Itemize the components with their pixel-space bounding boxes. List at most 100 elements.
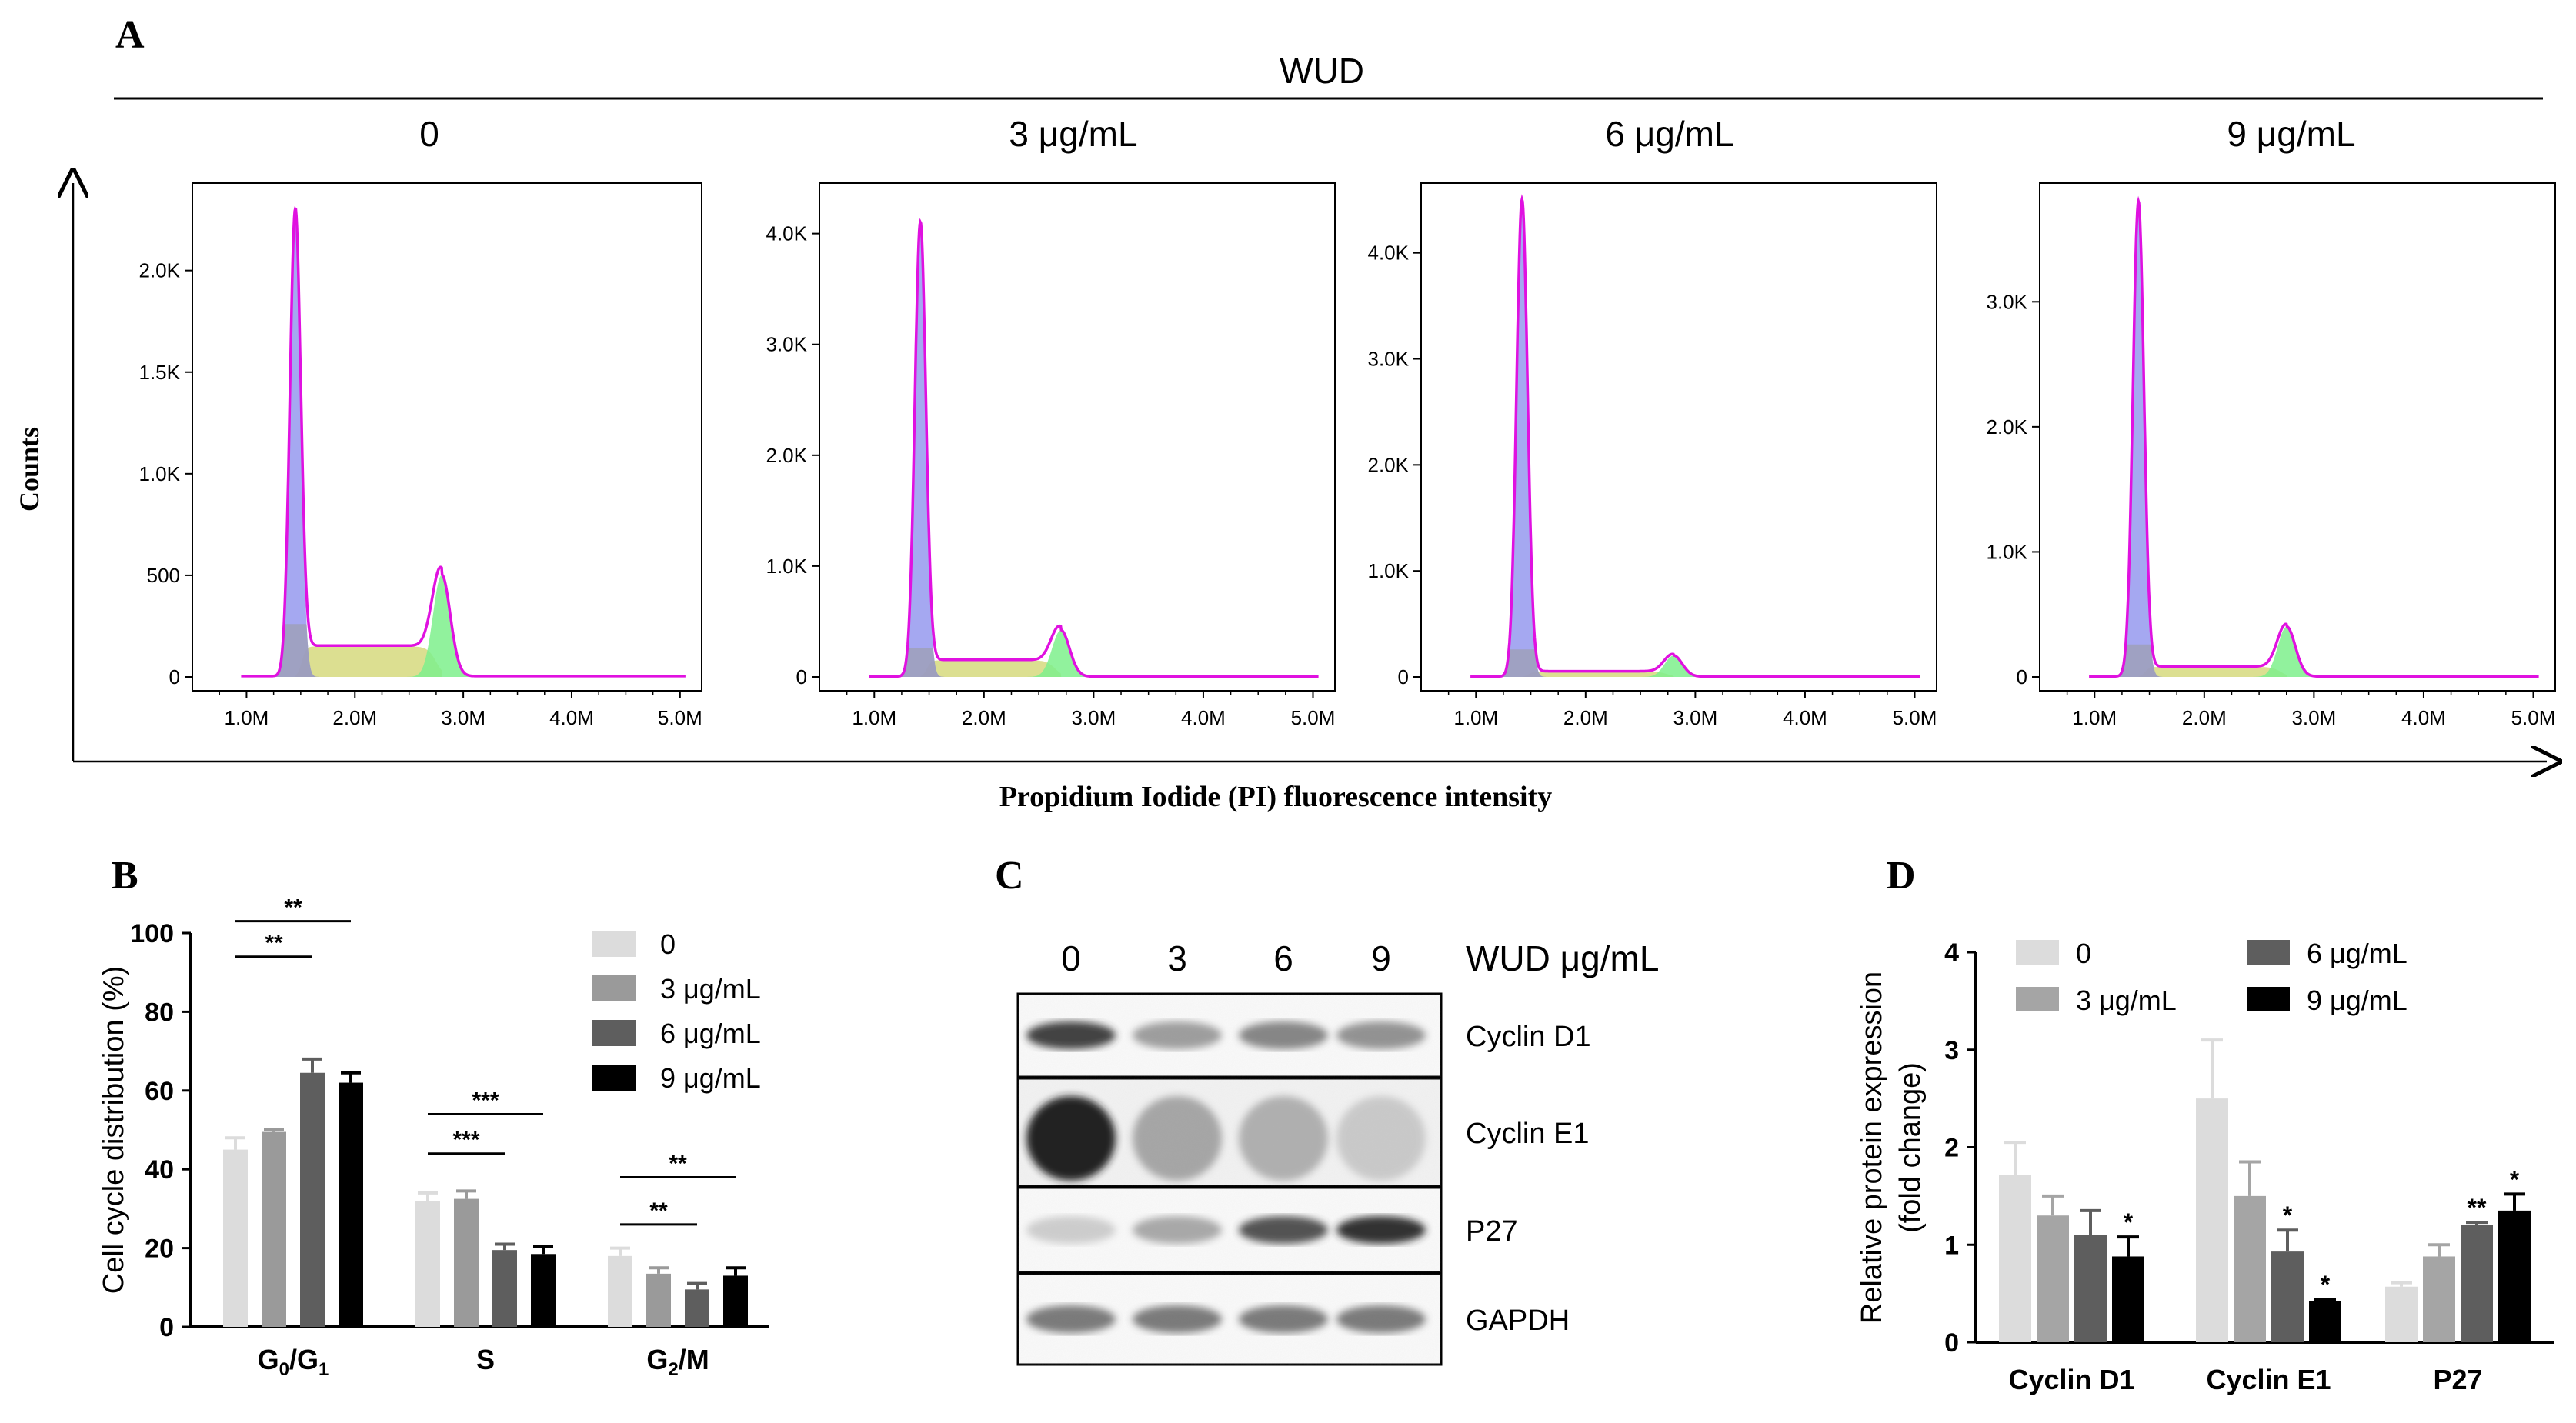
b-legend-label: 9 μg/mL bbox=[660, 1062, 761, 1094]
d-legend-swatch bbox=[2247, 987, 2290, 1011]
x-tick-label: 3.0M bbox=[1673, 706, 1717, 729]
d-y-axis-label-2: (fold change) bbox=[1894, 1062, 1927, 1233]
blot-band bbox=[1133, 1096, 1222, 1181]
d-legend-swatch bbox=[2016, 987, 2059, 1011]
x-tick-label: 4.0M bbox=[1181, 706, 1226, 729]
b-legend-swatch bbox=[592, 1020, 636, 1046]
blot-band bbox=[1026, 1021, 1116, 1049]
b-bar bbox=[685, 1289, 709, 1327]
s-phase-area bbox=[1470, 672, 1920, 677]
y-tick-label: 0 bbox=[169, 665, 180, 688]
y-tick-label: 3.0K bbox=[1368, 348, 1410, 371]
b-cat-mid: /G bbox=[289, 1344, 319, 1375]
b-bar bbox=[608, 1255, 632, 1327]
b-cat-main: G bbox=[258, 1344, 279, 1375]
b-bar bbox=[646, 1273, 671, 1327]
b-sig-label: ** bbox=[649, 1198, 668, 1224]
d-bar bbox=[2037, 1215, 2069, 1342]
x-tick-label: 2.0M bbox=[332, 706, 377, 729]
d-bar bbox=[1999, 1174, 2031, 1342]
x-tick-label: 3.0M bbox=[2291, 706, 2336, 729]
total-fit-curve bbox=[869, 218, 1319, 678]
blot-band bbox=[1026, 1216, 1116, 1244]
panel-label-a: A bbox=[115, 13, 145, 57]
b-sig-label: ** bbox=[284, 895, 302, 921]
blot-band bbox=[1026, 1096, 1116, 1181]
x-tick-label: 3.0M bbox=[441, 706, 486, 729]
x-tick-label: 5.0M bbox=[1291, 706, 1336, 729]
x-tick-label: 5.0M bbox=[1893, 706, 1937, 729]
y-tick-label: 1.0K bbox=[1368, 559, 1410, 582]
wud-dose-header: WUD μg/mL bbox=[1466, 938, 1659, 978]
b-legend-label: 0 bbox=[660, 928, 676, 960]
histogram-1: 3 μg/mL 0 1.0K 2.0K 3.0K 4.0K 1.0M 2.0M 3.0M 4.0M… bbox=[766, 114, 1336, 729]
blot-band bbox=[1239, 1305, 1328, 1333]
blot-band bbox=[1133, 1305, 1222, 1333]
y-tick-label: 2.0K bbox=[766, 444, 808, 467]
b-category-label: G2/M bbox=[646, 1344, 709, 1380]
b-bar bbox=[415, 1201, 440, 1327]
blot-band bbox=[1239, 1021, 1328, 1049]
lane-label: 0 bbox=[1061, 938, 1081, 978]
d-sig-label: * bbox=[2321, 1271, 2331, 1298]
d-bar bbox=[2423, 1256, 2455, 1342]
d-legend-label: 9 μg/mL bbox=[2307, 985, 2407, 1016]
d-category-label: P27 bbox=[2433, 1364, 2482, 1395]
y-tick-label: 0 bbox=[2017, 665, 2027, 688]
y-tick-label: 2.0K bbox=[1368, 453, 1410, 476]
b-bar bbox=[531, 1254, 556, 1327]
b-cat-mid: /M bbox=[679, 1344, 709, 1375]
y-tick-label: 4.0K bbox=[1368, 242, 1410, 265]
d-category-label: Cyclin D1 bbox=[2008, 1364, 2134, 1395]
b-y-tick-label: 40 bbox=[145, 1155, 174, 1185]
d-category-label: Cyclin E1 bbox=[2206, 1364, 2331, 1395]
blot-band bbox=[1336, 1216, 1426, 1244]
panel-a: A WUD Counts Propidium Iodide (PI) fluor… bbox=[14, 13, 2555, 813]
lane-label: 9 bbox=[1371, 938, 1391, 978]
d-bar bbox=[2112, 1256, 2144, 1342]
b-y-tick-label: 0 bbox=[159, 1313, 174, 1342]
b-sig-label: ** bbox=[669, 1151, 687, 1176]
g1-phase-area bbox=[869, 222, 1319, 677]
b-y-axis-label: Cell cycle distribution (%) bbox=[98, 966, 130, 1295]
b-cat-sub: 0 bbox=[279, 1359, 289, 1380]
b-y-tick-label: 100 bbox=[130, 919, 174, 948]
d-legend-swatch bbox=[2247, 940, 2290, 965]
blot-band bbox=[1336, 1021, 1426, 1049]
blot-band bbox=[1026, 1305, 1116, 1333]
x-tick-label: 2.0M bbox=[2182, 706, 2227, 729]
d-bar bbox=[2234, 1195, 2266, 1342]
y-tick-label: 0 bbox=[796, 665, 807, 688]
d-y-axis-label: Relative protein expression bbox=[1856, 971, 1888, 1324]
panel-label-d: D bbox=[1887, 854, 1916, 898]
total-fit-curve bbox=[2089, 195, 2539, 678]
d-y-tick-label: 0 bbox=[1944, 1328, 1959, 1358]
x-tick-label: 5.0M bbox=[2511, 706, 2556, 729]
x-tick-label: 1.0M bbox=[1453, 706, 1498, 729]
x-tick-label: 4.0M bbox=[549, 706, 594, 729]
x-axis-label-pi: Propidium Iodide (PI) fluorescence inten… bbox=[999, 781, 1552, 813]
b-bar bbox=[300, 1072, 325, 1327]
d-sig-label: * bbox=[2283, 1201, 2293, 1229]
histogram-title-3: 9 μg/mL bbox=[2227, 114, 2355, 154]
d-sig-label: * bbox=[2124, 1208, 2134, 1236]
x-tick-label: 4.0M bbox=[2401, 706, 2446, 729]
b-cat-main: G bbox=[646, 1344, 668, 1375]
b-y-tick-label: 20 bbox=[145, 1235, 174, 1264]
s-phase-area bbox=[869, 660, 1319, 677]
y-tick-label: 3.0K bbox=[766, 333, 808, 356]
blot-label: Cyclin D1 bbox=[1466, 1021, 1591, 1053]
d-bar bbox=[2074, 1235, 2107, 1342]
panel-label-b: B bbox=[112, 854, 138, 898]
x-tick-label: 5.0M bbox=[658, 706, 702, 729]
histogram-frame-2 bbox=[1420, 182, 1937, 692]
overlap-area bbox=[2089, 644, 2539, 677]
b-category-label: S bbox=[476, 1344, 495, 1375]
y-tick-label: 1.5K bbox=[139, 361, 181, 384]
y-tick-label: 0 bbox=[1398, 665, 1409, 688]
x-tick-label: 4.0M bbox=[1783, 706, 1827, 729]
b-cat-sub2: 1 bbox=[319, 1359, 329, 1380]
b-legend-swatch bbox=[592, 931, 636, 957]
blot-band bbox=[1336, 1096, 1426, 1181]
s-phase-area bbox=[2089, 667, 2539, 677]
